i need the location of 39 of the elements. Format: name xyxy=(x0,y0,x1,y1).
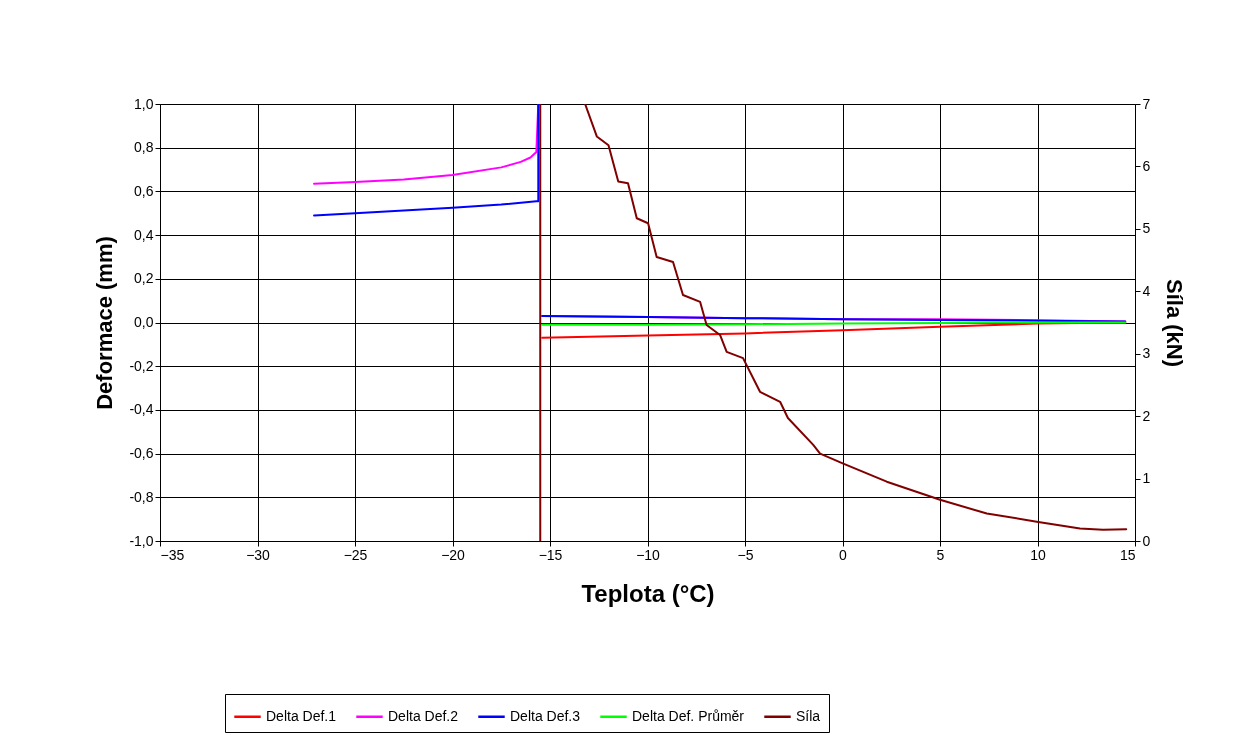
y-tick-label: 0,4 xyxy=(134,226,154,243)
y-axis-title: Deformace (mm) xyxy=(92,236,118,410)
y-tick-label: 1,0 xyxy=(134,95,154,112)
y2-tick-label: 2 xyxy=(1142,407,1151,424)
y2-tick-label: 6 xyxy=(1142,157,1151,174)
x-tick-label: 15 xyxy=(1119,546,1136,563)
x-tick-label: −30 xyxy=(246,546,271,563)
y2-axis-title: Síla (kN) xyxy=(1162,278,1188,368)
y2-tick-label: 5 xyxy=(1142,220,1151,237)
y-tick-label: -1,0 xyxy=(129,532,154,549)
line-series xyxy=(541,321,1127,339)
legend-label: Delta Def.2 xyxy=(388,707,459,724)
y2-tick-label: 1 xyxy=(1142,470,1151,487)
y-tick-label: 0,0 xyxy=(134,314,154,330)
legend-label: Delta Def. Průměr xyxy=(632,707,745,724)
y-tick-label: -0,8 xyxy=(129,488,154,505)
y-tick-label: -0,2 xyxy=(129,357,154,374)
y-tick-label: -0,6 xyxy=(129,445,154,462)
x-axis-title: Teplota (°C) xyxy=(581,579,715,607)
x-tick-label: −10 xyxy=(636,546,661,563)
legend-label: Delta Def.3 xyxy=(510,707,581,724)
x-tick-label: 0 xyxy=(839,546,848,563)
x-tick-label: −25 xyxy=(343,546,368,563)
x-tick-label: −15 xyxy=(538,546,563,563)
y2-tick-label: 3 xyxy=(1142,345,1151,362)
y-tick-label: 0,6 xyxy=(134,182,154,199)
legend-label: Síla xyxy=(796,707,821,724)
y-tick-label: 0,2 xyxy=(134,270,154,287)
x-tick-label: −5 xyxy=(737,546,754,563)
x-tick-label: −35 xyxy=(160,546,185,563)
x-tick-label: 10 xyxy=(1030,546,1046,563)
y2-tick-label: 4 xyxy=(1142,282,1151,299)
x-tick-label: 5 xyxy=(936,546,945,563)
y2-tick-label: 0 xyxy=(1142,532,1151,549)
y2-tick-label: 7 xyxy=(1142,95,1151,112)
y-tick-label: -0,4 xyxy=(129,401,154,418)
legend-label: Delta Def.1 xyxy=(266,707,337,724)
y-tick-label: 0,8 xyxy=(134,139,154,156)
x-tick-label: −20 xyxy=(441,546,466,563)
